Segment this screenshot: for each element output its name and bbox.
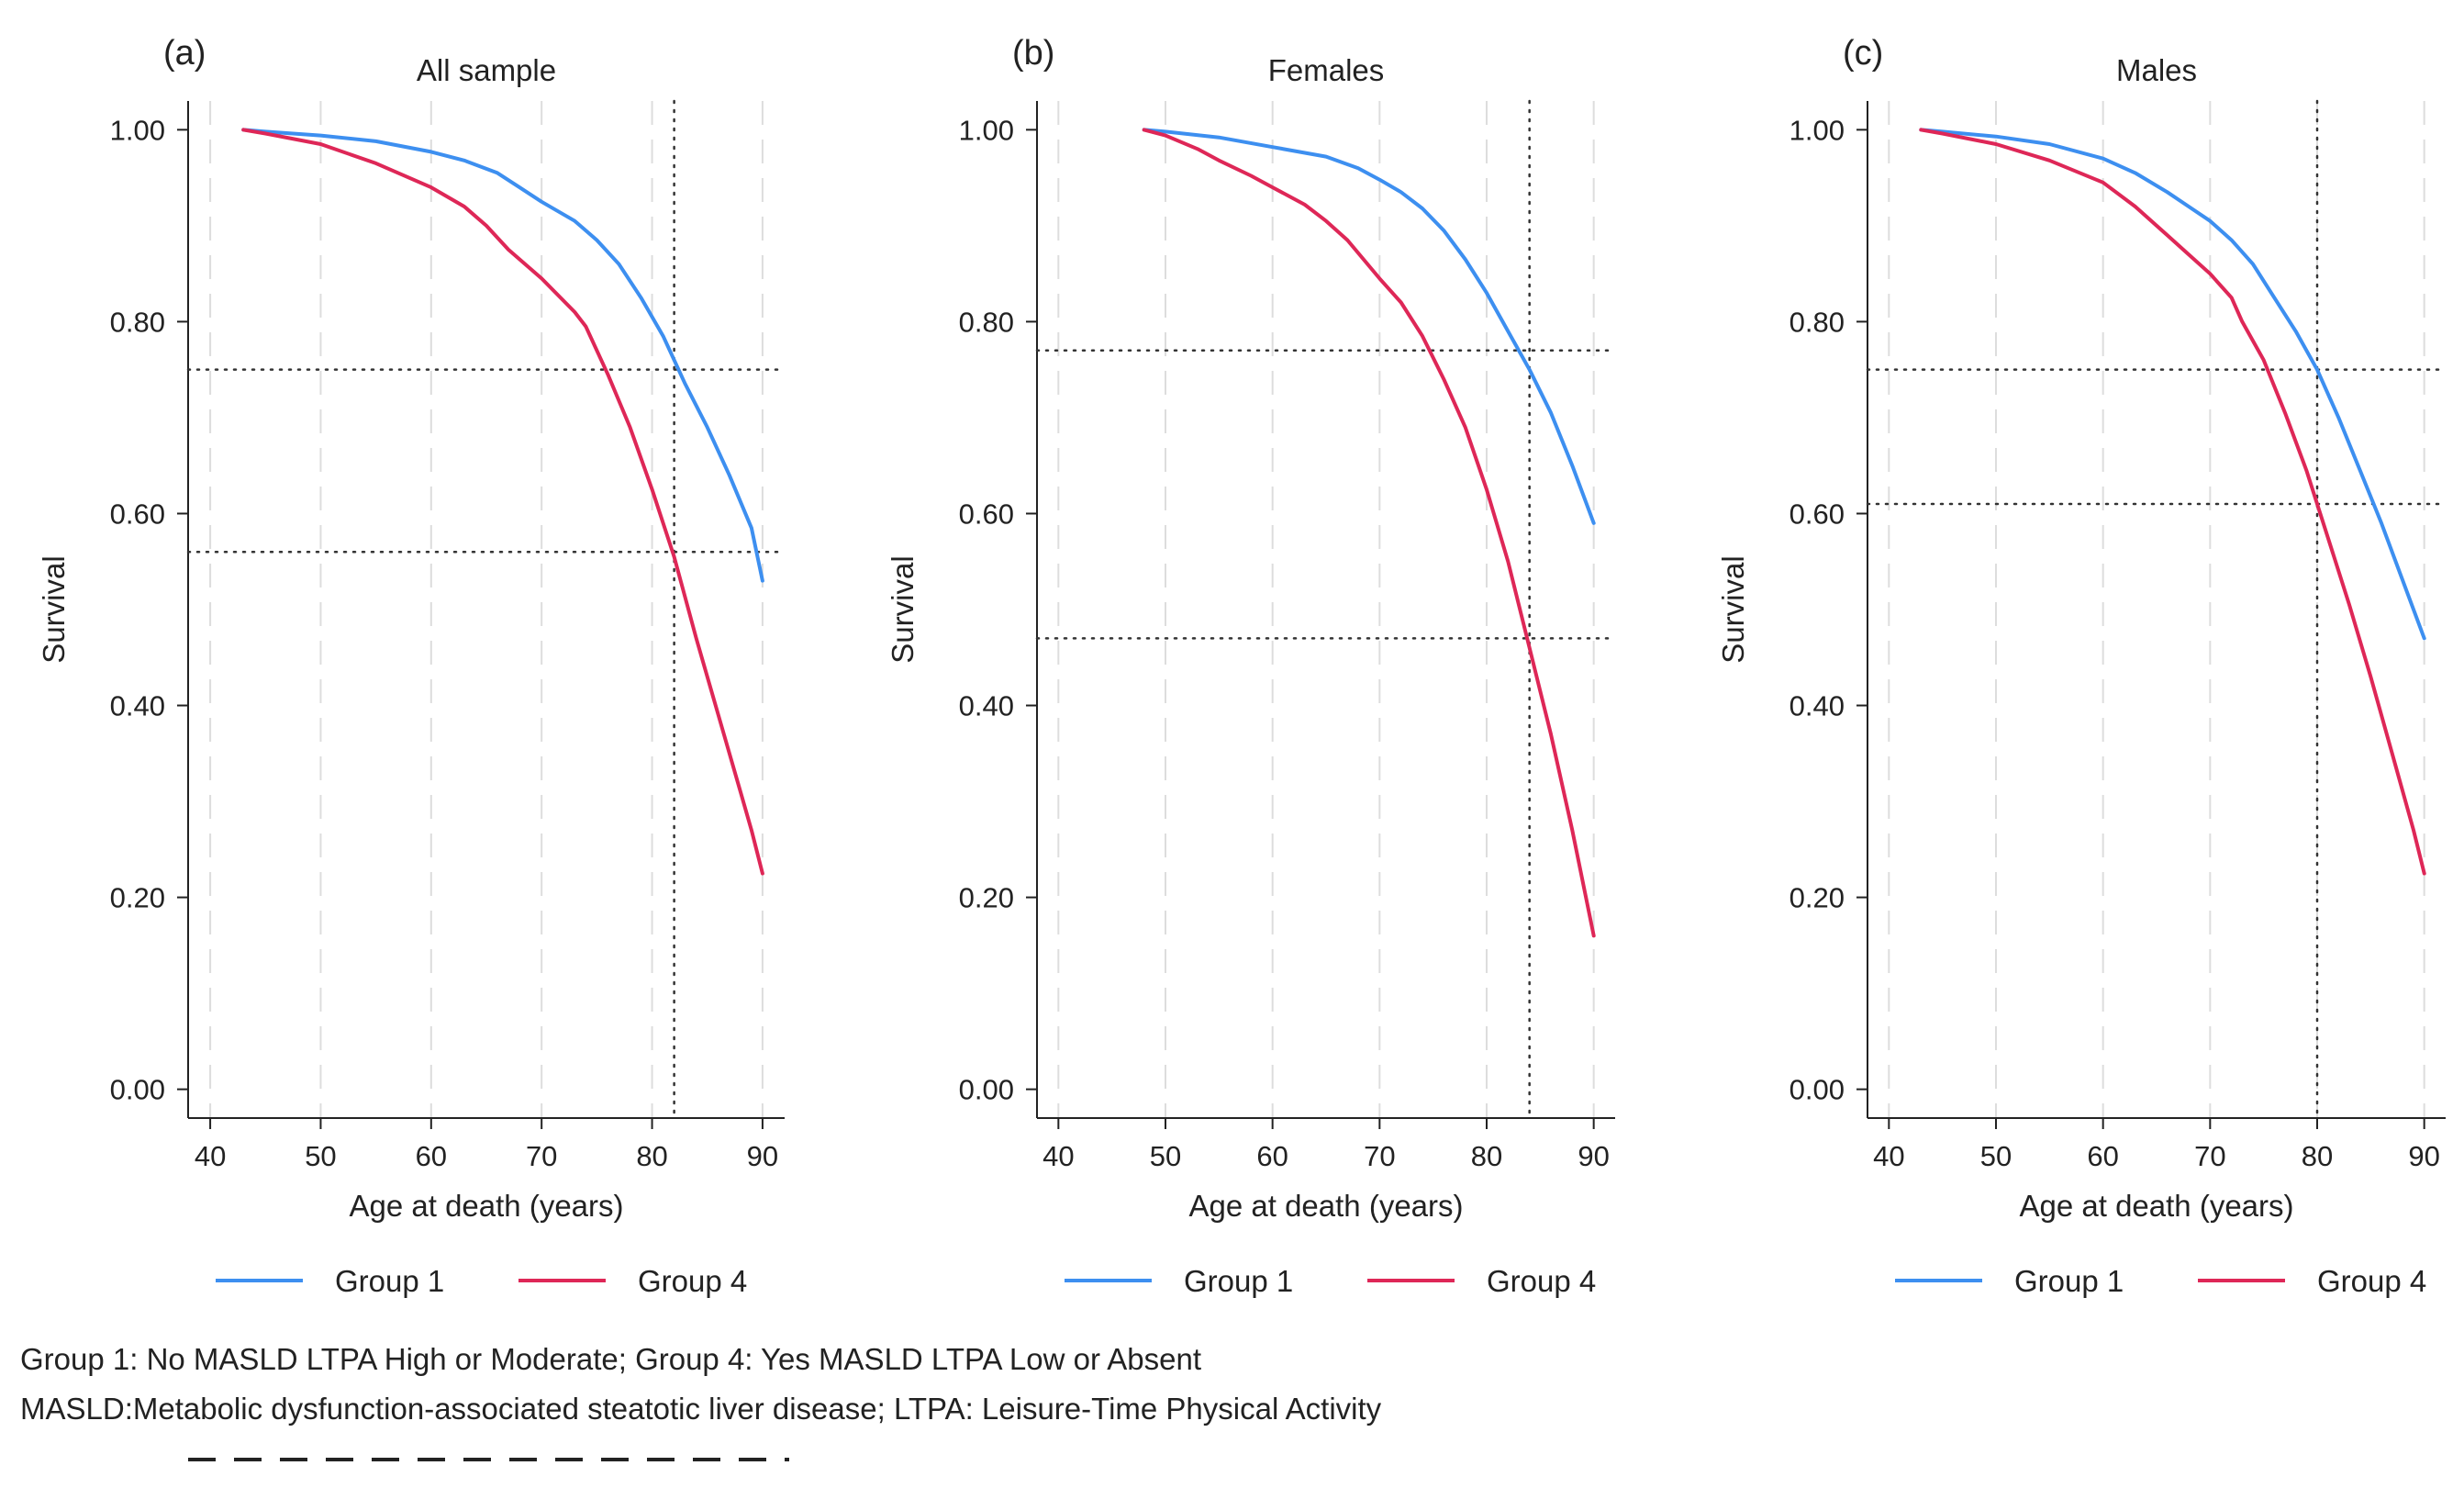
panel-title: All sample [417, 53, 556, 87]
legend-label: Group 1 [1184, 1264, 1293, 1298]
panel-title: Females [1268, 53, 1385, 87]
x-tick-label: 40 [195, 1140, 226, 1172]
x-axis-title: Age at death (years) [1189, 1189, 1464, 1223]
series-line-group-1 [1142, 128, 1596, 525]
legend-label: Group 4 [1487, 1264, 1596, 1298]
legend-label: Group 4 [638, 1264, 747, 1298]
x-axis-title: Age at death (years) [350, 1189, 624, 1223]
x-tick-label: 60 [416, 1140, 447, 1172]
y-tick-label: 1.00 [1789, 114, 1845, 146]
y-tick-label: 1.00 [110, 114, 165, 146]
y-tick-label: 0.80 [110, 306, 165, 338]
legend-label: Group 1 [335, 1264, 444, 1298]
y-tick-label: 0.20 [1789, 882, 1845, 914]
x-tick-label: 80 [2302, 1140, 2333, 1172]
y-tick-label: 0.40 [1789, 690, 1845, 722]
chart-panel-2: 0.00 0.20 0.40 0.60 0.80 1.00 40 50 60 70 80 90 (b) F… [886, 34, 1617, 1298]
chart-panel-3: 0.00 0.20 0.40 0.60 0.80 1.00 40 50 60 70 80 90 (c) M… [1716, 34, 2447, 1298]
legend: Group 1 Group 4 [216, 1264, 747, 1298]
legend-label: Group 4 [2317, 1264, 2426, 1298]
x-tick-label: 70 [2194, 1140, 2225, 1172]
series-line-group-4 [241, 128, 764, 876]
legend: Group 1 Group 4 [1895, 1264, 2426, 1298]
x-tick-label: 90 [1578, 1140, 1609, 1172]
panel-letter: (b) [1012, 34, 1054, 73]
x-tick-label: 50 [305, 1140, 336, 1172]
y-tick-label: 0.00 [1789, 1074, 1845, 1106]
y-tick-label: 0.40 [959, 690, 1014, 722]
y-tick-label: 0.00 [110, 1074, 165, 1106]
series-line-group-1 [1919, 128, 2426, 641]
x-tick-label: 70 [526, 1140, 557, 1172]
x-tick-label: 50 [1150, 1140, 1181, 1172]
series-line-group-4 [1919, 128, 2426, 876]
x-tick-label: 60 [2087, 1140, 2118, 1172]
y-tick-label: 1.00 [959, 114, 1014, 146]
y-tick-label: 0.00 [959, 1074, 1014, 1106]
y-axis-title: Survival [37, 555, 71, 663]
y-tick-label: 0.40 [110, 690, 165, 722]
footnote-abbreviations: MASLD:Metabolic dysfunction-associated s… [20, 1392, 1382, 1426]
y-tick-label: 0.60 [959, 498, 1014, 530]
legend: Group 1 Group 4 [1065, 1264, 1596, 1298]
x-tick-label: 90 [2408, 1140, 2439, 1172]
x-tick-label: 60 [1256, 1140, 1288, 1172]
y-axis-title: Survival [1716, 555, 1750, 663]
x-tick-label: 80 [636, 1140, 667, 1172]
footnote-group-definitions: Group 1: No MASLD LTPA High or Moderate;… [20, 1342, 1202, 1376]
y-tick-label: 0.80 [959, 306, 1014, 338]
chart-panel-1: 0.00 0.20 0.40 0.60 0.80 1.00 40 50 60 70 80 90 (a) A… [37, 34, 786, 1298]
y-tick-label: 0.20 [959, 882, 1014, 914]
y-tick-label: 0.60 [110, 498, 165, 530]
series-line-group-1 [241, 128, 764, 583]
y-tick-label: 0.80 [1789, 306, 1845, 338]
y-tick-label: 0.60 [1789, 498, 1845, 530]
panel-letter: (c) [1843, 34, 1883, 73]
legend-label: Group 1 [2014, 1264, 2124, 1298]
x-tick-label: 40 [1873, 1140, 1904, 1172]
x-tick-label: 90 [747, 1140, 778, 1172]
panel-letter: (a) [163, 34, 206, 73]
y-axis-title: Survival [886, 555, 920, 663]
series-line-group-4 [1142, 128, 1596, 938]
x-tick-label: 50 [1980, 1140, 2012, 1172]
panel-title: Males [2116, 53, 2197, 87]
x-axis-title: Age at death (years) [2020, 1189, 2294, 1223]
y-tick-label: 0.20 [110, 882, 165, 914]
x-tick-label: 40 [1042, 1140, 1074, 1172]
x-tick-label: 80 [1471, 1140, 1502, 1172]
x-tick-label: 70 [1364, 1140, 1395, 1172]
